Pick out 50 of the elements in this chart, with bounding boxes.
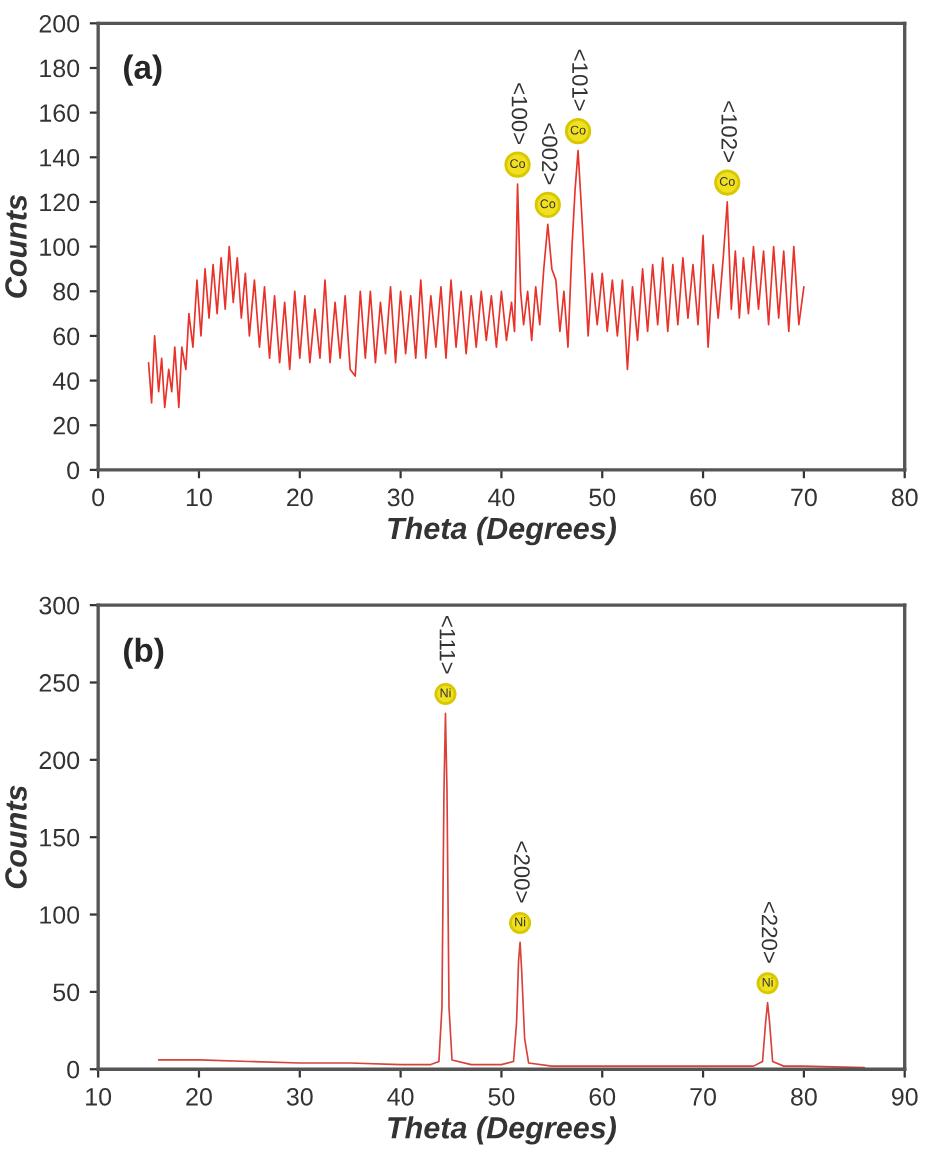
- y-tick-label: 200: [39, 14, 80, 33]
- y-tick-label: 160: [40, 104, 80, 122]
- x-tick-label: 0: [92, 488, 105, 507]
- x-axis-title: Theta (Degrees): [388, 1116, 617, 1145]
- y-tick-label: 100: [40, 906, 80, 924]
- line-series: [157, 712, 866, 1069]
- x-tick-label: 60: [589, 1087, 616, 1106]
- x-tick-label: 40: [488, 488, 515, 507]
- x-tick-label: 50: [488, 1087, 515, 1106]
- y-tick-label: 20: [53, 416, 80, 435]
- x-tick-label: 70: [690, 1087, 716, 1106]
- annotation: <111>: [439, 615, 456, 674]
- x-tick-label: 10: [86, 1087, 112, 1106]
- y-tick-label: 50: [53, 983, 80, 1002]
- x-tick-label: 20: [287, 488, 313, 507]
- annotation: (a): [124, 54, 162, 86]
- y-tick-label: 150: [40, 828, 80, 847]
- y-tick-label: 300: [39, 596, 80, 615]
- y-axis-title: Counts: [5, 195, 27, 298]
- y-tick-label: 100: [40, 238, 80, 256]
- y-tick-label: 140: [40, 148, 80, 167]
- annotation: <200>: [514, 841, 530, 903]
- y-axis-title: Counts: [5, 785, 27, 889]
- x-tick-label: 50: [589, 488, 616, 507]
- y-tick-label: 0: [67, 1060, 80, 1079]
- x-axis-title: Theta (Degrees): [388, 516, 617, 546]
- x-tick-label: 20: [186, 1087, 212, 1106]
- y-tick-label: 180: [40, 59, 80, 78]
- annotation: (b): [124, 637, 164, 669]
- annotation: <100>: [511, 83, 528, 145]
- x-tick-label: 30: [387, 488, 414, 507]
- x-tick-label: 10: [186, 488, 212, 507]
- y-tick-label: 40: [52, 372, 80, 390]
- y-tick-label: 80: [53, 282, 80, 301]
- x-tick-label: 80: [791, 1087, 817, 1106]
- y-tick-label: 0: [67, 461, 80, 480]
- x-tick-label: 30: [286, 1087, 313, 1106]
- x-tick-label: 80: [891, 488, 918, 507]
- y-tick-label: 200: [39, 751, 80, 770]
- x-tick-label: 70: [791, 488, 817, 507]
- annotation: <101>: [572, 49, 588, 111]
- annotation: <102>: [721, 101, 738, 162]
- x-tick-label: 40: [387, 1087, 414, 1106]
- annotation: <220>: [761, 901, 778, 963]
- y-tick-label: 120: [40, 193, 80, 212]
- x-tick-label: 60: [690, 488, 716, 507]
- annotation: <002>: [541, 123, 558, 185]
- x-tick-label: 90: [891, 1087, 918, 1106]
- y-tick-label: 250: [39, 674, 80, 692]
- y-tick-label: 60: [53, 327, 80, 346]
